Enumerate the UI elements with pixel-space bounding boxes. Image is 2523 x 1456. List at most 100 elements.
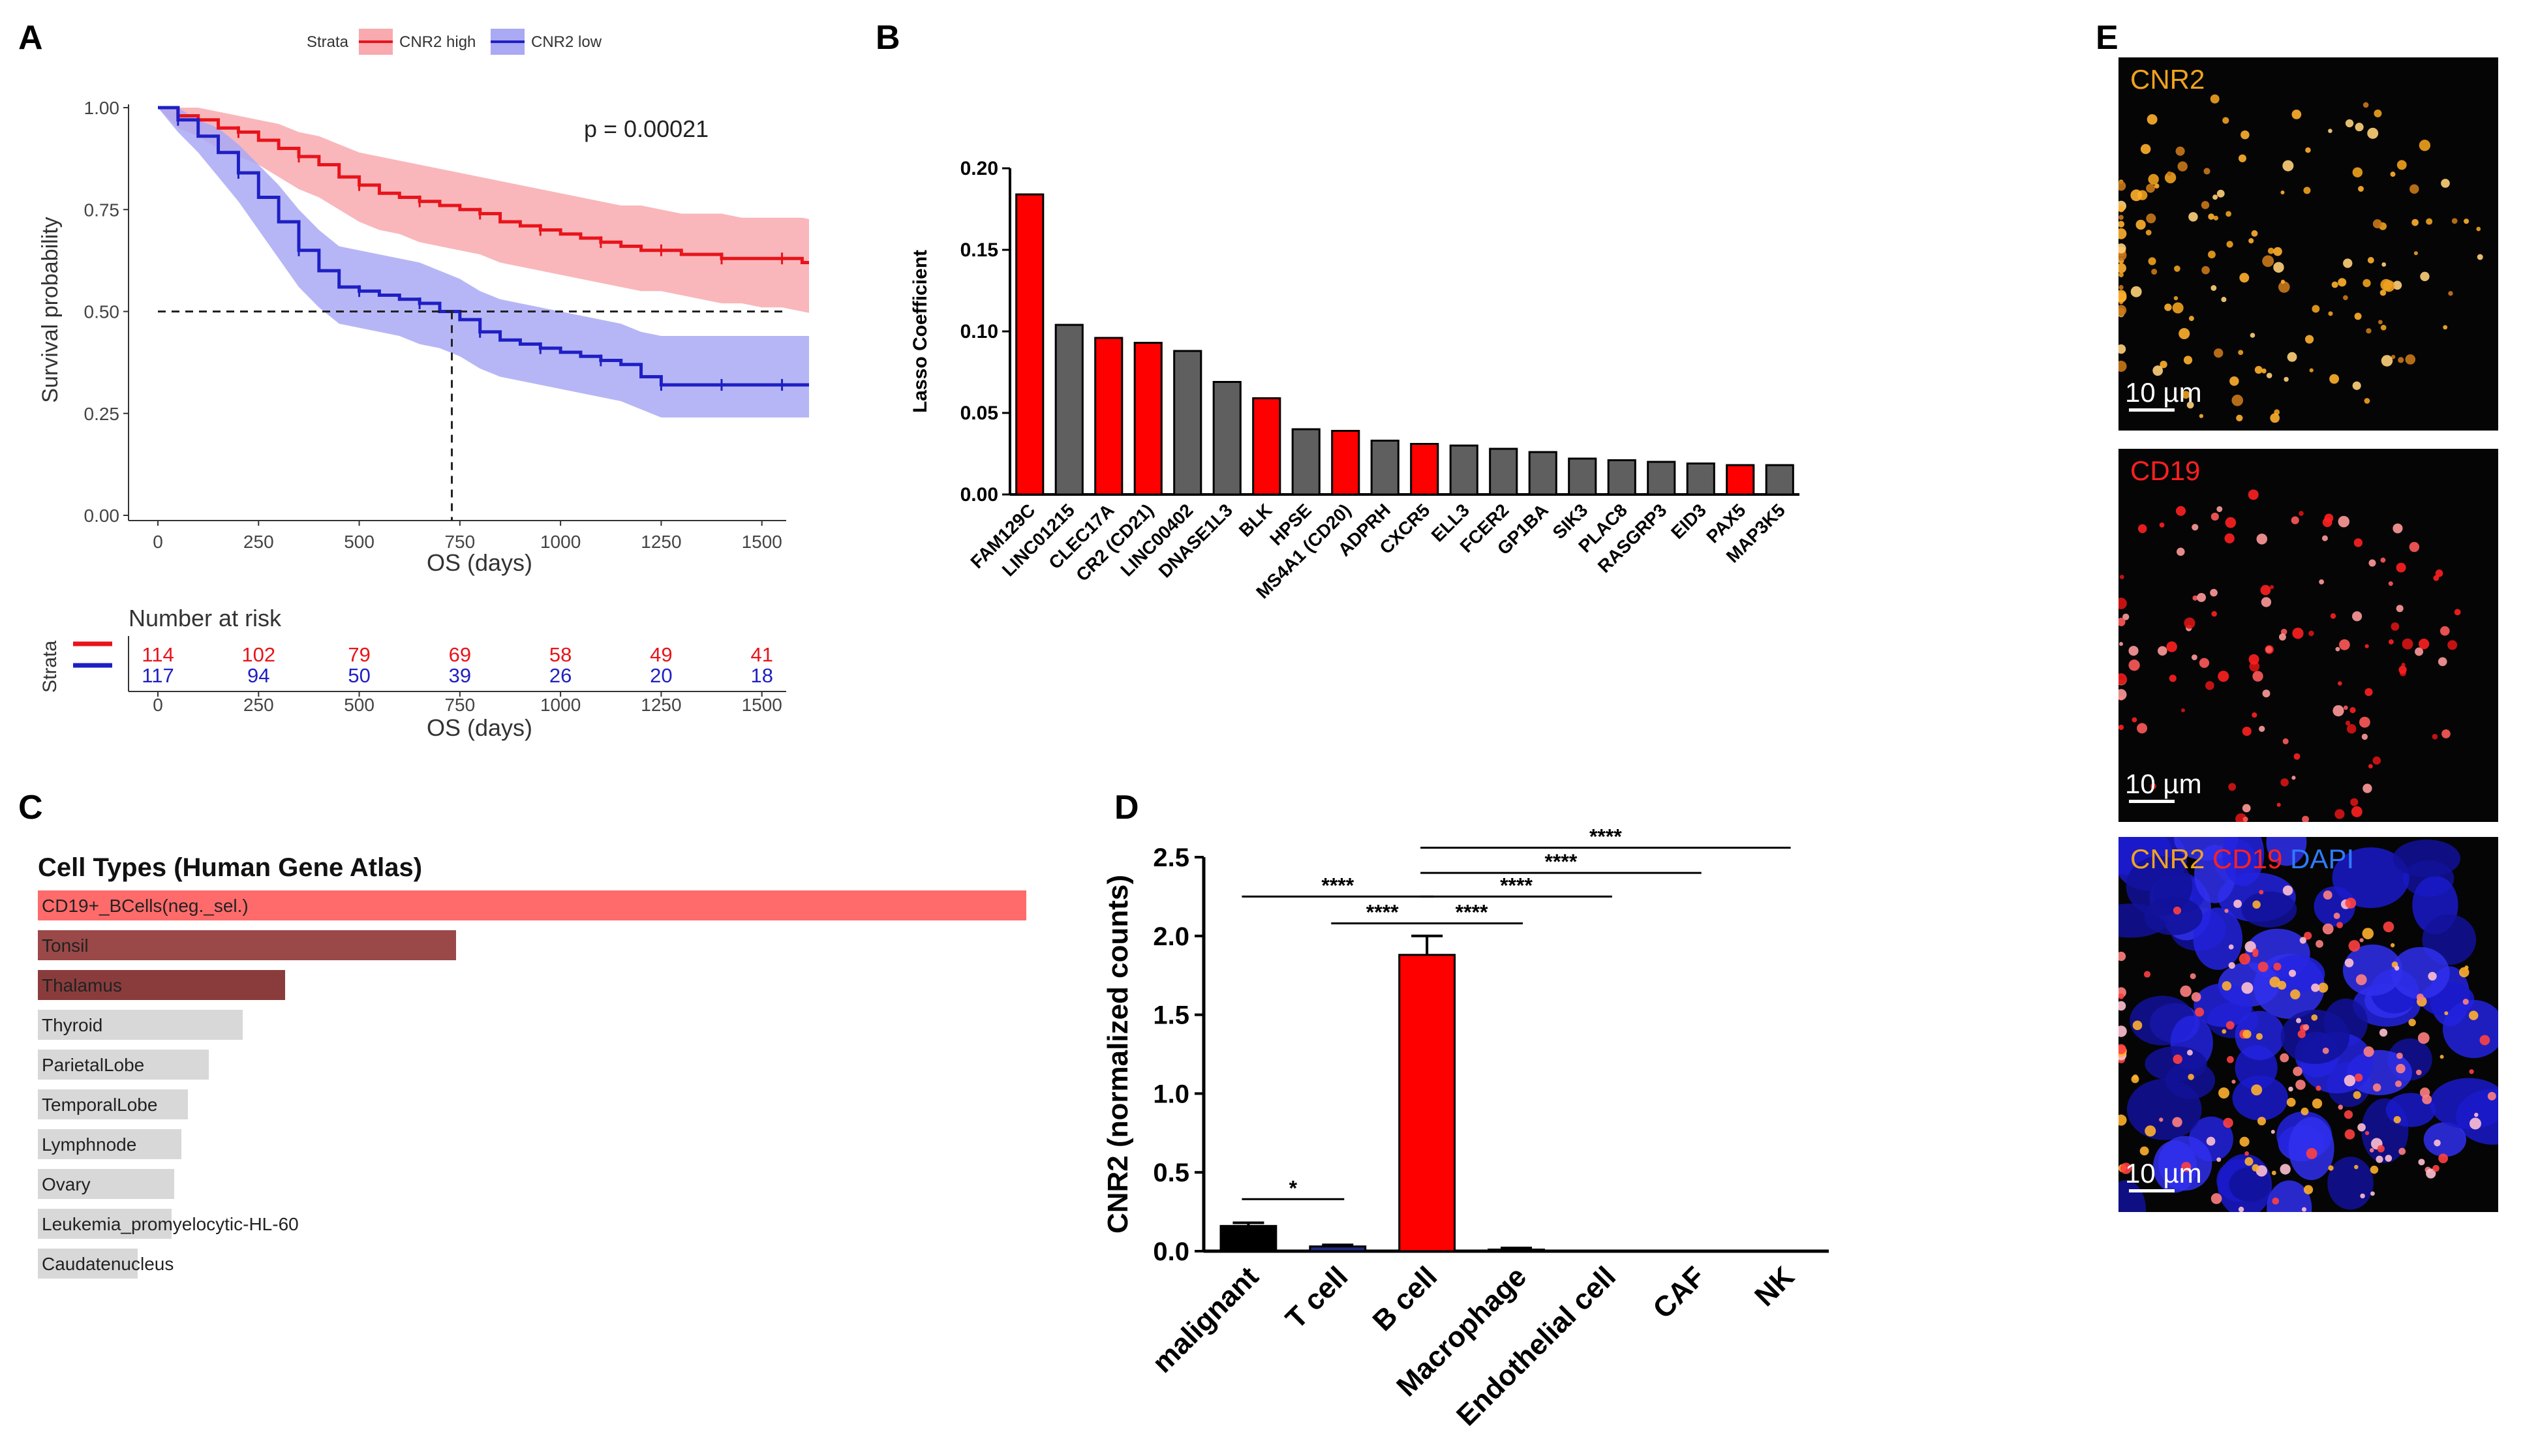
signal-dot bbox=[2328, 311, 2333, 316]
signal-dot bbox=[2139, 1146, 2149, 1156]
nucleus bbox=[2423, 1122, 2467, 1157]
signal-dot bbox=[2368, 764, 2373, 768]
risk-x-tick-label: 750 bbox=[444, 695, 475, 715]
signal-dot bbox=[2192, 595, 2198, 601]
signal-dot bbox=[2343, 295, 2348, 301]
y-axis-label: Survival probability bbox=[38, 217, 63, 402]
signal-dot bbox=[2344, 958, 2354, 967]
signal-dot bbox=[2222, 117, 2229, 124]
signal-dot bbox=[2251, 230, 2258, 237]
signal-dot bbox=[2377, 1145, 2385, 1153]
signal-dot bbox=[2322, 923, 2334, 935]
signal-dot bbox=[2276, 802, 2281, 807]
signal-dot bbox=[2118, 1044, 2126, 1054]
nucleus bbox=[2430, 1078, 2498, 1129]
signal-dot bbox=[2372, 219, 2382, 229]
risk-count-low: 117 bbox=[142, 664, 174, 687]
signal-dot bbox=[2345, 898, 2357, 909]
bar-t-cell bbox=[1309, 1245, 1367, 1252]
signal-dot bbox=[2447, 640, 2458, 650]
y-tick-label: 0.5 bbox=[1153, 1159, 1189, 1187]
signal-dot bbox=[2173, 1054, 2182, 1065]
enrichment-bar bbox=[38, 930, 456, 960]
y-tick-label: 0.00 bbox=[960, 484, 998, 506]
signal-dot bbox=[2432, 733, 2438, 740]
signal-dot bbox=[2284, 376, 2289, 382]
signal-dot bbox=[2265, 646, 2272, 653]
signal-dot bbox=[2305, 147, 2311, 153]
risk-count-low: 26 bbox=[549, 664, 572, 687]
nucleus bbox=[2193, 907, 2243, 970]
signal-dot bbox=[2146, 213, 2156, 224]
enrichment-label: Thyroid bbox=[42, 1015, 103, 1035]
enrichment-row: Ovary bbox=[38, 1169, 1026, 1199]
signal-dot bbox=[2299, 937, 2306, 944]
signal-dot bbox=[2164, 303, 2172, 311]
signal-dot bbox=[2422, 1094, 2432, 1104]
signal-dot bbox=[2370, 1191, 2375, 1196]
signal-dot bbox=[2303, 1185, 2314, 1194]
risk-table-title: Number at risk bbox=[129, 605, 282, 631]
signal-dot bbox=[2322, 1047, 2329, 1054]
category-label: Endothelial cell bbox=[1450, 1260, 1622, 1432]
bar-label: EID3 bbox=[1667, 500, 1710, 543]
signal-dot bbox=[2344, 1074, 2356, 1087]
x-tick-label: 750 bbox=[444, 532, 475, 552]
signal-dot bbox=[2303, 187, 2311, 194]
signal-dot bbox=[2376, 1155, 2383, 1163]
signal-dot bbox=[2292, 628, 2304, 639]
signal-dot bbox=[2351, 806, 2362, 817]
signal-dot bbox=[2398, 357, 2404, 363]
signal-dot bbox=[2218, 671, 2229, 682]
signal-dot bbox=[2352, 611, 2362, 622]
signal-dot bbox=[2339, 639, 2350, 650]
risk-count-high: 102 bbox=[241, 643, 275, 666]
enrichment-bar bbox=[38, 1089, 189, 1119]
survival-line-high bbox=[158, 106, 809, 264]
signal-dot bbox=[2357, 1123, 2366, 1132]
signal-dot bbox=[2439, 626, 2450, 636]
signal-dot bbox=[2150, 783, 2157, 789]
signal-dot bbox=[2242, 1029, 2252, 1039]
signal-dot bbox=[2252, 950, 2259, 958]
signal-dot bbox=[2380, 324, 2387, 331]
bar-dnase1l3 bbox=[1212, 381, 1242, 496]
bar-rasgrp3 bbox=[1647, 461, 1676, 496]
signal-dot bbox=[2151, 268, 2158, 275]
signal-dot bbox=[2208, 250, 2216, 259]
signal-dot bbox=[2210, 94, 2220, 104]
signal-dot bbox=[2201, 201, 2210, 209]
enrichment-bar bbox=[38, 1209, 172, 1239]
signal-dot bbox=[2301, 1207, 2307, 1212]
signal-dot bbox=[2174, 265, 2180, 272]
bar-cxcr5 bbox=[1410, 443, 1439, 496]
nucleus bbox=[2393, 840, 2461, 877]
enrichment-bar bbox=[38, 1169, 175, 1199]
nucleus bbox=[2327, 1157, 2374, 1210]
signal-dot bbox=[2362, 279, 2371, 288]
bar-sik3 bbox=[1568, 457, 1597, 496]
signal-dot bbox=[2118, 1001, 2126, 1011]
y-tick-label: 0.10 bbox=[960, 321, 998, 342]
nucleus bbox=[2241, 891, 2297, 928]
legend-label-low: CNR2 low bbox=[531, 33, 602, 51]
signal-dot bbox=[2416, 1069, 2422, 1076]
signal-dot bbox=[2132, 1020, 2143, 1031]
signal-dot bbox=[2280, 1164, 2291, 1175]
signal-dot bbox=[2210, 1193, 2222, 1204]
y-tick-label: 0.20 bbox=[960, 158, 998, 179]
signal-dot bbox=[2175, 506, 2186, 516]
signal-dot bbox=[2118, 951, 2126, 962]
signal-dot bbox=[2205, 681, 2214, 690]
enrichment-label: Ovary bbox=[42, 1174, 91, 1194]
signal-dot bbox=[2360, 1193, 2365, 1199]
signal-dot bbox=[2302, 815, 2309, 822]
risk-count-high: 69 bbox=[449, 643, 471, 666]
signal-dot bbox=[2348, 940, 2361, 952]
signal-dot bbox=[2438, 1153, 2449, 1164]
signal-dot bbox=[2379, 289, 2387, 296]
signal-dot bbox=[2372, 1083, 2381, 1092]
signal-dot bbox=[2197, 592, 2207, 602]
micrograph-cd19: CD19 10 µm bbox=[2118, 449, 2498, 822]
signal-dot bbox=[2266, 372, 2272, 378]
